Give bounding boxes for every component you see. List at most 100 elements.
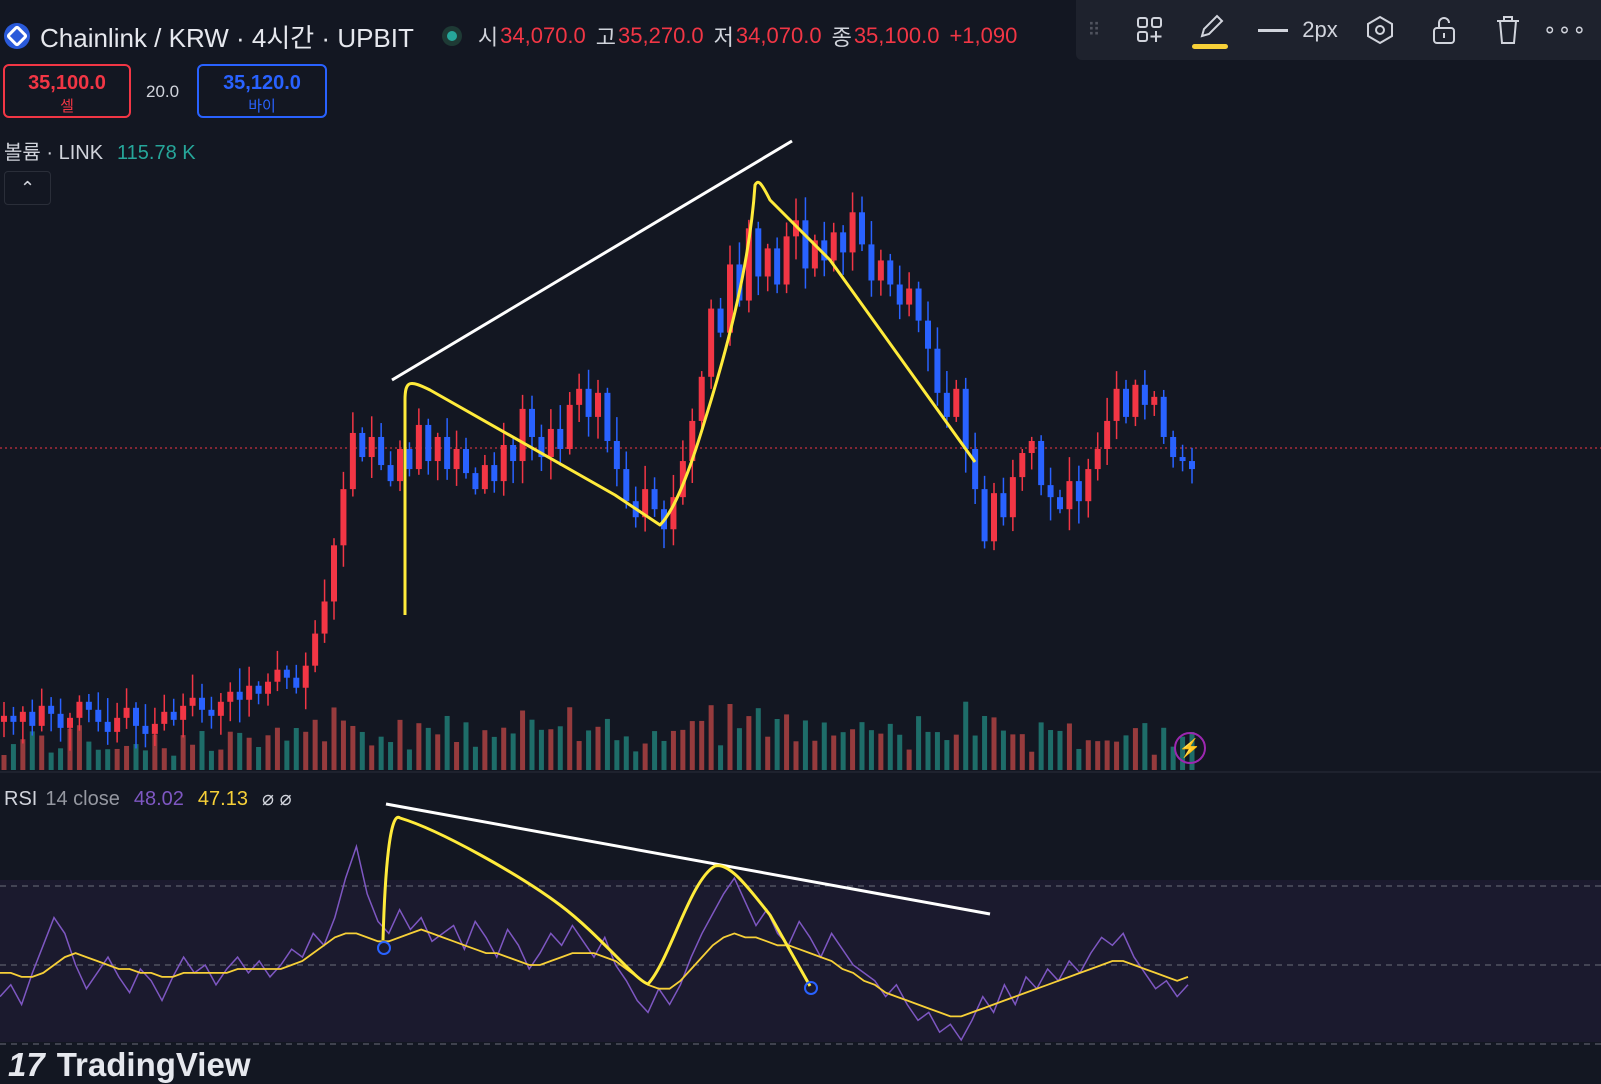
chevron-up-icon: ⌃	[19, 177, 36, 198]
drawings[interactable]	[377, 139, 991, 995]
candle-body	[142, 725, 149, 734]
candle-body	[463, 449, 469, 474]
candle-body	[406, 449, 413, 470]
candle-body	[830, 232, 837, 261]
volume-bar	[472, 746, 478, 770]
candle-body	[491, 465, 498, 482]
candle-body	[1123, 388, 1129, 417]
candle-body	[321, 601, 328, 634]
volume-bar	[689, 721, 695, 770]
sell-button[interactable]: 35,100.0 셀	[3, 64, 131, 118]
buy-button[interactable]: 35,120.0 바이	[197, 64, 327, 118]
volume-bar	[548, 729, 554, 770]
candle-body	[19, 711, 26, 722]
candle-body	[604, 392, 611, 441]
candle-body	[425, 424, 432, 462]
candle-body	[727, 264, 733, 333]
candle-body	[962, 388, 969, 450]
candle-body	[1038, 440, 1045, 486]
volume-bar	[1000, 730, 1006, 770]
volume-bar	[340, 720, 346, 770]
candle-body	[340, 489, 347, 546]
close-label: 종	[831, 25, 852, 50]
candle-body	[415, 424, 422, 470]
more-icon[interactable]: ∘∘∘	[1542, 17, 1588, 42]
collapse-legend-button[interactable]: ⌃	[4, 171, 51, 205]
volume-bar	[406, 749, 412, 770]
symbol-title[interactable]: Chainlink / KRW · 4시간 · UPBIT	[40, 22, 414, 53]
trendline-price[interactable]	[391, 139, 793, 382]
trash-icon[interactable]	[1476, 13, 1540, 47]
candle-body	[1160, 396, 1167, 437]
grid-plus-icon[interactable]	[1120, 15, 1180, 45]
candle-body	[114, 717, 121, 732]
candle-body	[679, 461, 686, 498]
volume-bar	[425, 727, 431, 770]
candle-body	[1075, 481, 1082, 502]
candle-body	[698, 376, 705, 421]
volume-bar	[859, 722, 865, 770]
volume-bar	[142, 750, 148, 770]
freehand-rsi-drawing[interactable]	[381, 815, 812, 987]
candle-body	[48, 705, 55, 714]
anchor-point-right[interactable]	[804, 981, 818, 995]
candle-body	[359, 432, 366, 458]
volume-bar	[312, 719, 318, 770]
symbol-header: Chainlink / KRW · 4시간 · UPBIT 시 34,070.0 …	[0, 14, 1027, 58]
candle-body	[538, 436, 545, 458]
volume-bar	[491, 736, 497, 770]
candle-body	[189, 697, 196, 706]
volume-bar	[925, 731, 931, 770]
volume-bar	[114, 748, 120, 770]
volume-bar	[435, 734, 441, 770]
freehand-price-drawing[interactable]	[403, 180, 977, 615]
volume-legend[interactable]: 볼륨 · LINK 115.78 K	[4, 136, 196, 165]
volume-bar	[982, 715, 988, 770]
candle-body	[764, 248, 771, 277]
volume-bar	[58, 748, 64, 770]
anchor-point-left[interactable]	[377, 941, 391, 955]
candle-body	[576, 388, 583, 405]
volume-bar	[378, 736, 384, 770]
tradingview-logo[interactable]: 17 TradingView	[8, 1046, 251, 1084]
lightning-icon[interactable]: ⚡	[1174, 732, 1206, 764]
volume-bar	[322, 741, 328, 770]
volume-bar	[774, 718, 780, 770]
candle-body	[67, 717, 73, 728]
candle-body	[217, 701, 224, 716]
volume-bar	[218, 749, 224, 770]
line-width-control[interactable]: 2px	[1248, 17, 1348, 43]
tradingview-wordmark: TradingView	[56, 1046, 251, 1083]
tradingview-mark-icon: 17	[8, 1046, 45, 1083]
volume-bar	[868, 730, 874, 770]
volume-bar	[10, 744, 16, 770]
drag-handle-icon[interactable]: ⠿	[1087, 19, 1101, 40]
trendline-rsi[interactable]	[385, 802, 991, 916]
candle-body	[868, 244, 875, 281]
volume-bar	[831, 735, 837, 770]
candle-body	[840, 232, 847, 253]
volume-bar	[331, 707, 337, 770]
candle-body	[972, 449, 979, 490]
candle-body	[387, 465, 394, 482]
settings-hex-icon[interactable]	[1348, 14, 1412, 46]
volume-bar	[237, 732, 243, 770]
volume-bar	[878, 733, 884, 770]
unlock-icon[interactable]	[1412, 14, 1476, 46]
candle-body	[208, 709, 215, 716]
low-label: 저	[713, 25, 734, 50]
candle-body	[95, 709, 102, 722]
candle-body	[1151, 396, 1158, 405]
candle-body	[811, 240, 818, 269]
volume-bar	[652, 731, 658, 770]
volume-bar	[199, 731, 205, 770]
spread-value: 20.0	[146, 82, 180, 101]
volume-bar	[680, 729, 686, 770]
volume-bar	[887, 723, 893, 770]
volume-bar	[557, 726, 563, 770]
candle-body	[585, 388, 592, 417]
candle-body	[943, 392, 950, 417]
rsi-legend[interactable]: RSI 14 close 48.02 47.13 ⌀ ⌀	[4, 786, 292, 811]
pencil-icon[interactable]	[1180, 12, 1240, 49]
